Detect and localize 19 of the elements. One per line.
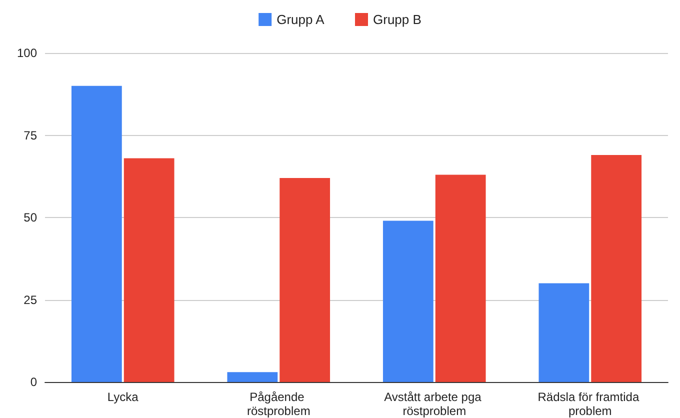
x-tick-label: Pågående röstproblem [246, 390, 310, 418]
bar [591, 154, 642, 382]
legend-label: Grupp B [373, 12, 422, 27]
bar [382, 220, 434, 382]
y-tick-label: 50 [24, 210, 38, 224]
x-tick-label: Lycka [107, 390, 139, 404]
bar [538, 283, 590, 382]
bar [227, 372, 278, 382]
legend-label: Grupp A [276, 12, 325, 27]
y-tick-label: 100 [16, 46, 38, 60]
x-tick-label: Avstått arbete pga röstproblem [384, 390, 485, 418]
bar [435, 174, 486, 382]
y-tick-label: 25 [24, 292, 38, 307]
x-tick-label: Rädsla för framtida problem [538, 390, 642, 418]
y-tick-label: 0 [30, 375, 38, 389]
bar [124, 158, 174, 382]
bar [280, 178, 330, 382]
y-tick-label: 75 [24, 128, 38, 142]
bar [71, 86, 122, 382]
